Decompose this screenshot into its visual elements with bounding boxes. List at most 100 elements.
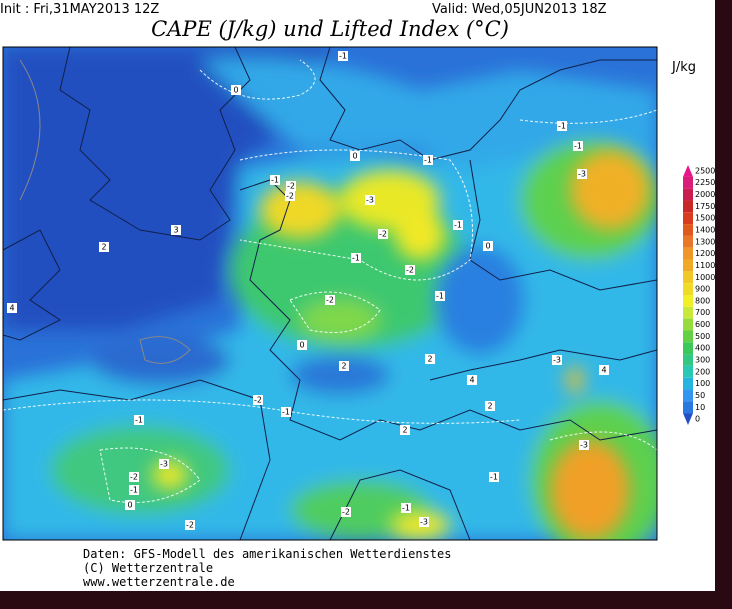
legend-unit: J/kg <box>671 60 696 75</box>
legend: J/kg 25002250200017501500140013001200110… <box>671 60 715 425</box>
footer-source: Daten: GFS-Modell des amerikanischen Wet… <box>83 547 451 561</box>
legend-label: 200 <box>695 367 710 376</box>
contour-label-bg <box>489 472 499 482</box>
map <box>3 47 657 540</box>
contour-label: -3 <box>366 196 374 205</box>
contour-label-bg <box>467 375 477 385</box>
contour-label: 2 <box>427 355 432 364</box>
contour-label: -3 <box>160 460 168 469</box>
contour-label: -1 <box>271 176 279 185</box>
contour-label-bg <box>483 241 493 251</box>
legend-swatch <box>683 165 693 177</box>
contour-label: -2 <box>130 473 138 482</box>
contour-label-bg <box>231 85 241 95</box>
legend-swatch <box>683 401 693 414</box>
legend-swatch <box>683 188 693 201</box>
contour-label: 4 <box>601 366 606 375</box>
legend-swatch <box>683 342 693 355</box>
contour-label: 0 <box>127 501 132 510</box>
legend-label: 0 <box>695 415 700 424</box>
contour-label-bg <box>125 500 135 510</box>
contour-label-bg <box>573 141 583 151</box>
legend-label: 2500 <box>695 166 715 175</box>
contour-label-bg <box>134 415 144 425</box>
contour-label: -1 <box>282 408 290 417</box>
contour-label: -1 <box>558 122 566 131</box>
contour-label: 0 <box>352 152 357 161</box>
contour-label-bg <box>99 242 109 252</box>
legend-label: 700 <box>695 308 710 317</box>
contour-label-bg <box>419 517 429 527</box>
contour-label: -3 <box>553 356 561 365</box>
legend-swatch <box>683 271 693 284</box>
contour-label: 0 <box>485 242 490 251</box>
contour-label-bg <box>171 225 181 235</box>
contour-label-bg <box>270 175 280 185</box>
title: CAPE (J/kg) und Lifted Index (°C) <box>151 17 509 41</box>
contour-label: -1 <box>339 52 347 61</box>
contour-label-bg <box>423 155 433 165</box>
legend-swatch <box>683 306 693 319</box>
contour-label: -3 <box>580 441 588 450</box>
contour-label-bg <box>577 169 587 179</box>
legend-swatch <box>683 318 693 331</box>
legend-label: 2250 <box>695 178 715 187</box>
frame-bottom <box>0 591 732 609</box>
contour-label: -2 <box>287 182 295 191</box>
contour-label-bg <box>599 365 609 375</box>
contour-label-bg <box>7 303 17 313</box>
contour-label-bg <box>453 220 463 230</box>
frame-right <box>715 0 732 609</box>
contour-label: -2 <box>342 508 350 517</box>
legend-swatch <box>683 354 693 366</box>
legend-label: 50 <box>695 391 705 400</box>
contour-label: -3 <box>420 518 428 527</box>
contour-label: -2 <box>406 266 414 275</box>
contour-label-bg <box>325 295 335 305</box>
legend-label: 500 <box>695 332 710 341</box>
legend-label: 1500 <box>695 214 715 223</box>
contour-label-bg <box>129 485 139 495</box>
contour-label-bg <box>159 459 169 469</box>
legend-swatch <box>683 377 693 390</box>
contour-label: 2 <box>101 243 106 252</box>
init-time: Init : Fri,31MAY2013 12Z <box>0 2 159 17</box>
contour-label-bg <box>401 503 411 513</box>
contour-label-bg <box>365 195 375 205</box>
contour-label: -1 <box>130 486 138 495</box>
contour-label-bg <box>557 121 567 131</box>
contour-label: 3 <box>173 226 178 235</box>
legend-swatch <box>683 330 693 343</box>
legend-label: 800 <box>695 296 710 305</box>
valid-time: Valid: Wed,05JUN2013 18Z <box>432 2 607 17</box>
contour-label-bg <box>579 440 589 450</box>
legend-swatch <box>683 295 693 307</box>
legend-label: 2000 <box>695 190 715 199</box>
contour-label-bg <box>351 253 361 263</box>
legend-swatch <box>683 200 693 213</box>
contour-label-bg <box>297 340 307 350</box>
contour-labels: -10-1-1-1-2-10-2 -3-3-2-10-1-2-2 -1220-1-2… <box>7 51 609 530</box>
legend-swatch <box>683 259 693 272</box>
contour-label-bg <box>253 395 263 405</box>
contour-label: -1 <box>402 504 410 513</box>
contour-label-bg <box>405 265 415 275</box>
map-frame <box>2 46 658 541</box>
legend-label: 1000 <box>695 273 715 282</box>
legend-label: 900 <box>695 285 710 294</box>
contour-label: -1 <box>454 221 462 230</box>
contour-label: -1 <box>135 416 143 425</box>
legend-swatch <box>683 212 693 225</box>
contour-label-bg <box>338 51 348 61</box>
legend-label: 1300 <box>695 237 715 246</box>
contour-label: -2 <box>186 521 194 530</box>
contour-label: -1 <box>436 292 444 301</box>
legend-swatch <box>683 176 693 189</box>
legend-label: 100 <box>695 379 710 388</box>
contour-label: -2 <box>326 296 334 305</box>
legend-swatch <box>683 235 693 248</box>
contour-label: -1 <box>424 156 432 165</box>
contour-label: 2 <box>487 402 492 411</box>
legend-label: 10 <box>695 403 705 412</box>
contour-label-bg <box>341 507 351 517</box>
